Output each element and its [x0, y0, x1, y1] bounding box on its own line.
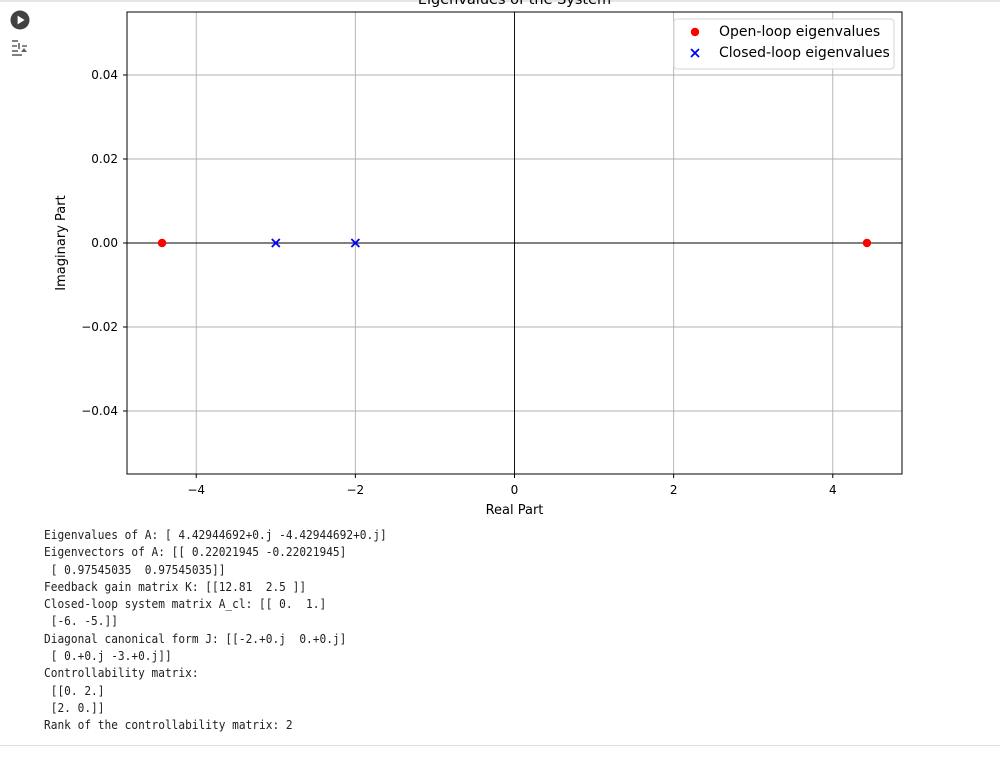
x-tick-label: −4	[187, 483, 205, 497]
chart-title: Eigenvalues of the System	[418, 0, 611, 8]
closed-loop-eigenvalue-point	[350, 238, 360, 248]
legend-label: Open-loop eigenvalues	[719, 24, 880, 40]
output-line: Feedback gain matrix K: [[12.81 2.5 ]]	[44, 579, 307, 594]
legend-marker	[690, 27, 700, 37]
y-tick-label: 0.00	[91, 236, 118, 250]
sliders-icon	[12, 40, 27, 56]
cell-gutter	[0, 0, 40, 100]
x-tick-label: −2	[347, 483, 365, 497]
legend-box	[673, 18, 895, 70]
output-line: [ 0.+0.j -3.+0.j]]	[44, 649, 172, 664]
y-axis-label: Imaginary Part	[54, 195, 69, 290]
cell-top-border	[0, 0, 1000, 2]
legend-marker	[690, 48, 700, 58]
play-circle-icon	[10, 10, 30, 30]
output-line: Rank of the controllability matrix: 2	[44, 718, 293, 733]
closed-loop-eigenvalue-point	[271, 238, 281, 248]
stdout-output: Eigenvalues of A: [ 4.42944692+0.j -4.42…	[44, 527, 918, 739]
x-tick-label: 0	[511, 483, 519, 497]
cell-tools-button[interactable]	[9, 38, 31, 58]
output-line: [[0. 2.]	[44, 683, 105, 698]
legend-label: Closed-loop eigenvalues	[719, 45, 890, 61]
y-tick-label: 0.04	[91, 68, 118, 82]
cell-bottom-border	[0, 745, 1000, 746]
y-tick-label: −0.04	[81, 404, 118, 418]
output-line: Diagonal canonical form J: [[-2.+0.j 0.+…	[44, 631, 347, 646]
open-loop-eigenvalue-point	[862, 238, 872, 248]
output-line: Eigenvalues of A: [ 4.42944692+0.j -4.42…	[44, 528, 387, 542]
output-line: Eigenvectors of A: [[ 0.22021945 -0.2202…	[44, 545, 347, 560]
output-line: [ 0.97545035 0.97545035]]	[44, 562, 226, 577]
y-tick-label: 0.02	[91, 152, 118, 166]
output-line: [-6. -5.]]	[44, 614, 118, 629]
output-line: Closed-loop system matrix A_cl: [[ 0. 1.…	[44, 597, 327, 612]
output-line: Controllability matrix:	[44, 666, 199, 681]
y-tick-label: −0.02	[81, 320, 118, 334]
output-line: [2. 0.]]	[44, 700, 105, 715]
x-tick-label: 2	[670, 483, 678, 497]
figure-output: Eigenvalues of the System −4 −2 0 2 4 −0.04 −0.…	[54, 0, 903, 518]
open-loop-eigenvalue-point	[157, 238, 167, 248]
eigenvalue-scatter-plot: Eigenvalues of the System −4 −2 0 2 4 −0.04 −0.…	[54, 0, 903, 518]
x-axis-label: Real Part	[486, 503, 544, 518]
x-tick-label: 4	[829, 483, 837, 497]
run-cell-button[interactable]	[10, 10, 30, 30]
